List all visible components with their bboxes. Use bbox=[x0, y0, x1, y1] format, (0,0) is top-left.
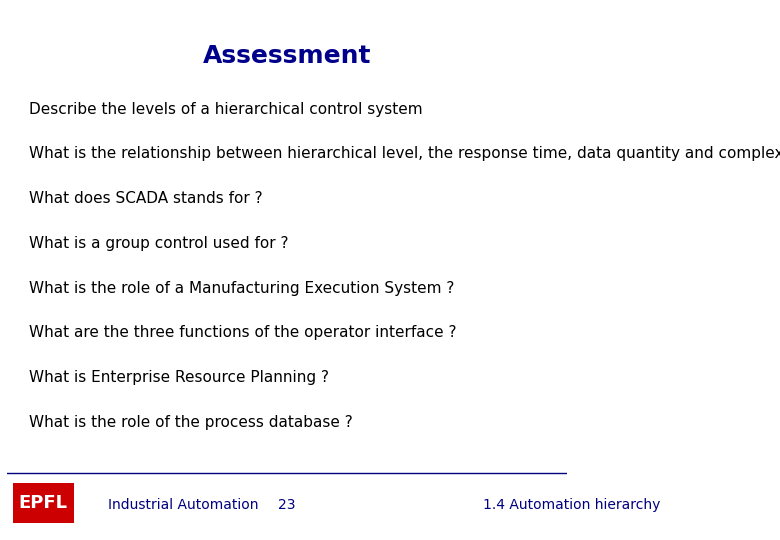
FancyBboxPatch shape bbox=[12, 483, 74, 523]
Text: What is Enterprise Resource Planning ?: What is Enterprise Resource Planning ? bbox=[30, 370, 329, 385]
Text: 23: 23 bbox=[278, 498, 296, 512]
Text: Describe the levels of a hierarchical control system: Describe the levels of a hierarchical co… bbox=[30, 102, 423, 117]
Text: What is the relationship between hierarchical level, the response time, data qua: What is the relationship between hierarc… bbox=[30, 146, 780, 161]
Text: What is a group control used for ?: What is a group control used for ? bbox=[30, 236, 289, 251]
Text: What does SCADA stands for ?: What does SCADA stands for ? bbox=[30, 191, 263, 206]
Text: What is the role of a Manufacturing Execution System ?: What is the role of a Manufacturing Exec… bbox=[30, 280, 455, 295]
Text: What is the role of the process database ?: What is the role of the process database… bbox=[30, 415, 353, 430]
Text: Industrial Automation: Industrial Automation bbox=[108, 498, 258, 512]
Text: What are the three functions of the operator interface ?: What are the three functions of the oper… bbox=[30, 325, 457, 340]
Text: 1.4 Automation hierarchy: 1.4 Automation hierarchy bbox=[483, 498, 660, 512]
Text: Assessment: Assessment bbox=[203, 44, 371, 68]
Text: EPFL: EPFL bbox=[19, 494, 68, 512]
